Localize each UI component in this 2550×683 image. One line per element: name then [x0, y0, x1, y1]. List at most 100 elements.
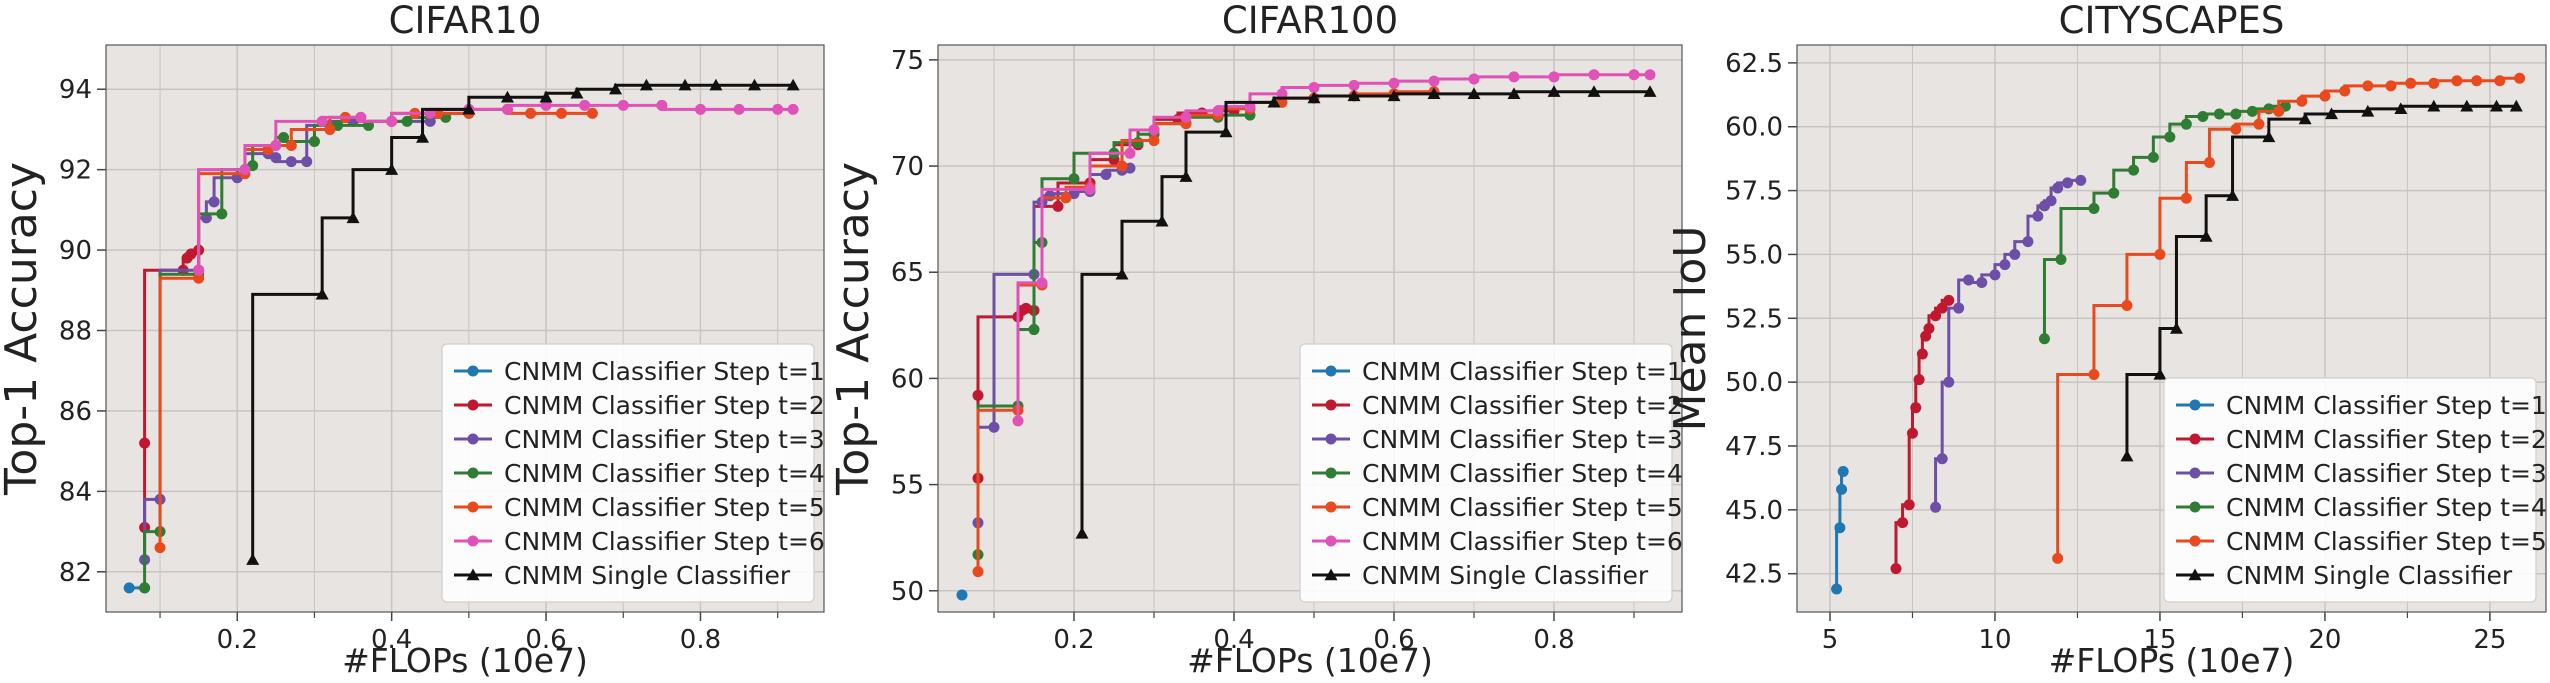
panel-1: 0.2 0.4 0.6 0.8 50 55 60 65 70 75 CIFAR100 #FLOPs (…	[828, 0, 1683, 680]
data-point	[278, 131, 290, 143]
y-tick-label: 57.5	[1725, 177, 1783, 207]
data-point	[1036, 277, 1048, 289]
data-point	[324, 123, 336, 135]
legend-marker	[467, 433, 479, 445]
data-point	[1963, 274, 1975, 286]
y-axis-label: Top-1 Accuracy	[828, 162, 879, 496]
legend-item-single: CNMM Single Classifier	[1312, 561, 1649, 590]
data-point	[2253, 118, 2265, 130]
legend-item-t1: CNMM Classifier Step t=1	[1312, 357, 1683, 386]
legend-label: CNMM Classifier Step t=1	[2226, 391, 2547, 420]
data-point	[1308, 81, 1320, 93]
legend-marker	[2189, 433, 2201, 445]
y-tick-label: 50.0	[1725, 368, 1783, 398]
series-t2	[1890, 294, 1955, 575]
data-point	[2514, 72, 2526, 84]
data-point	[539, 90, 553, 103]
data-point	[386, 115, 398, 127]
data-point	[972, 566, 984, 578]
y-tick-label: 82	[59, 558, 92, 588]
legend: CNMM Classifier Step t=1 CNMM Classifier …	[441, 343, 825, 603]
legend-item-t5: CNMM Classifier Step t=5	[2176, 527, 2547, 556]
data-point	[2038, 333, 2050, 345]
chart-title: CITYSCAPES	[2059, 0, 2285, 42]
series-single	[246, 78, 800, 565]
data-point	[1116, 160, 1128, 172]
data-point	[2490, 99, 2504, 112]
data-point	[1155, 214, 1169, 227]
data-point	[462, 102, 476, 115]
data-point	[1930, 310, 1942, 322]
legend-marker	[2189, 501, 2201, 513]
data-point	[2213, 108, 2225, 120]
data-point	[2385, 80, 2397, 92]
data-point	[1307, 91, 1321, 104]
legend-marker	[1325, 501, 1337, 513]
data-point	[2052, 182, 2064, 194]
data-point	[2427, 99, 2441, 112]
data-point	[355, 111, 367, 123]
data-point	[1467, 87, 1481, 100]
y-tick-label: 86	[59, 397, 92, 427]
data-point	[270, 152, 282, 164]
data-point	[2226, 189, 2240, 201]
data-point	[1060, 192, 1072, 204]
legend-label: CNMM Classifier Step t=4	[504, 459, 825, 488]
data-point	[1916, 348, 1928, 360]
y-tick-label: 52.5	[1725, 304, 1783, 334]
data-point	[1644, 69, 1656, 81]
data-point	[2319, 90, 2331, 102]
data-point	[285, 140, 297, 152]
y-tick-label: 60.0	[1725, 113, 1783, 143]
data-point	[709, 78, 723, 91]
chart-title: CIFAR100	[1222, 0, 1398, 42]
x-tick-label: 0.8	[1533, 625, 1574, 655]
data-point	[2032, 210, 2044, 222]
legend: CNMM Classifier Step t=1 CNMM Classifier …	[1299, 343, 1683, 603]
data-point	[772, 103, 784, 115]
x-tick-label: 0.4	[371, 625, 412, 655]
data-point	[586, 107, 598, 119]
data-point	[1427, 87, 1441, 100]
data-point	[2325, 107, 2339, 120]
y-tick-label: 45.0	[1725, 496, 1783, 526]
data-point	[308, 136, 320, 148]
data-point	[1547, 85, 1561, 97]
data-point	[2128, 164, 2140, 176]
y-tick-label: 70	[891, 152, 924, 182]
data-point	[401, 115, 413, 127]
data-point	[1508, 71, 1520, 83]
data-point	[733, 103, 745, 115]
legend-marker	[2188, 568, 2202, 581]
data-point	[315, 287, 329, 300]
data-point	[2052, 552, 2064, 564]
legend-label: CNMM Classifier Step t=2	[1362, 391, 1683, 420]
legend-box	[441, 343, 815, 603]
data-point	[1348, 79, 1360, 91]
y-axis-label: Top-1 Accuracy	[0, 162, 47, 496]
data-point	[1179, 170, 1193, 182]
legend-label: CNMM Single Classifier	[2226, 561, 2513, 590]
x-tick-label: 15	[2143, 625, 2176, 655]
data-point	[1468, 73, 1480, 85]
legend-item-t5: CNMM Classifier Step t=5	[1312, 493, 1683, 522]
data-point	[1075, 526, 1089, 539]
x-tick-label: 0.6	[1373, 625, 1414, 655]
panel-0: 0.2 0.4 0.6 0.8 82 84 86 88 90 92 94 CIFAR10 #FLOPs …	[0, 0, 825, 680]
data-point	[1628, 69, 1640, 81]
legend-box	[2163, 377, 2537, 603]
data-point	[1052, 200, 1064, 212]
y-tick-label: 65	[891, 258, 924, 288]
data-point	[2088, 202, 2100, 214]
y-tick-label: 60	[891, 364, 924, 394]
legend-item-t2: CNMM Classifier Step t=2	[2176, 425, 2547, 454]
data-point	[1084, 183, 1096, 195]
data-point	[2153, 367, 2167, 380]
data-point	[1068, 173, 1080, 185]
data-point	[609, 82, 623, 95]
data-point	[1148, 135, 1160, 147]
data-point	[1930, 501, 1942, 513]
data-point	[2147, 151, 2159, 163]
legend-label: CNMM Classifier Step t=5	[2226, 527, 2547, 556]
